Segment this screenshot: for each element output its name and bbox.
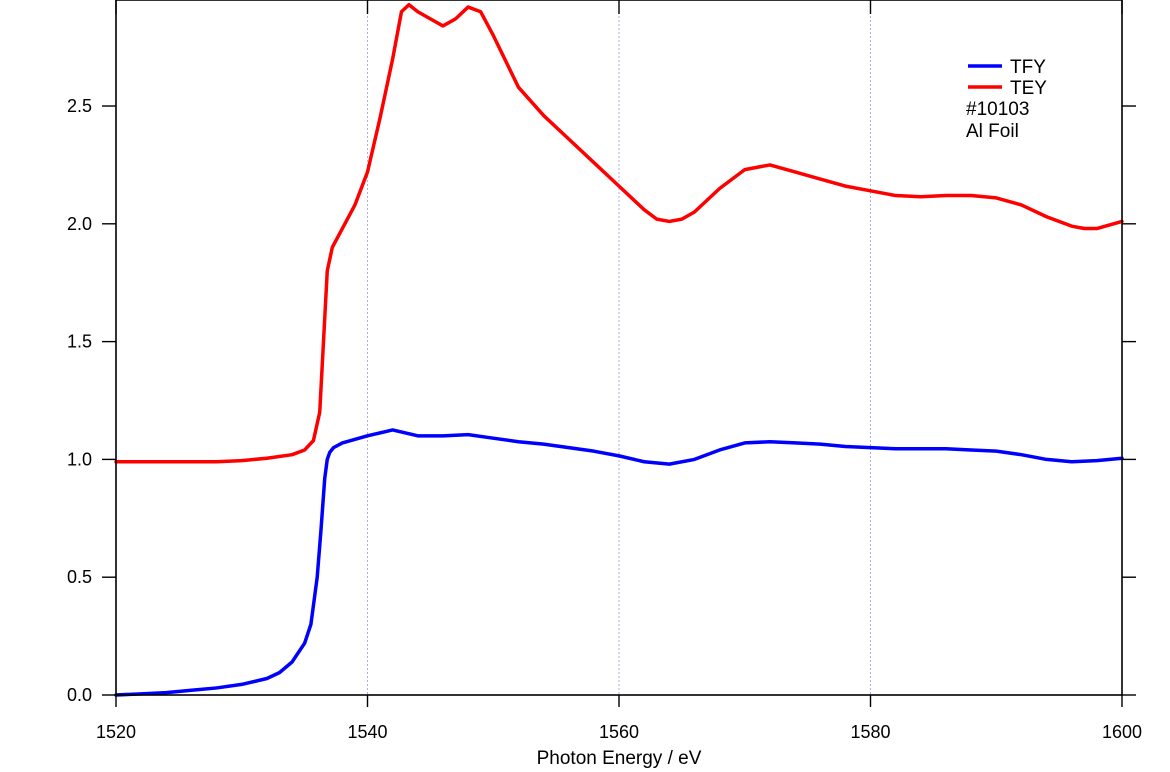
y-tick-label: 2.5 <box>67 96 92 116</box>
series-lines <box>114 2 1124 697</box>
x-tick-label: 1600 <box>1102 722 1142 742</box>
legend: TFY TEY #10103 Al Foil <box>966 57 1047 142</box>
x-tick-label: 1520 <box>96 722 136 742</box>
y-tick-label: 2.0 <box>67 214 92 234</box>
y-tick-label: 0.5 <box>67 567 92 587</box>
x-tick-label: 1580 <box>850 722 890 742</box>
series-line-tfy <box>114 428 1124 697</box>
x-axis-title: Photon Energy / eV <box>537 748 702 769</box>
x-tick-label: 1560 <box>599 722 639 742</box>
axis-ticks <box>102 0 1136 707</box>
y-tick-label: 1.0 <box>67 449 92 469</box>
x-tick-label: 1540 <box>347 722 387 742</box>
y-tick-labels: 0.0 0.5 1.0 1.5 2.0 2.5 <box>67 96 92 705</box>
y-tick-label: 1.5 <box>67 332 92 352</box>
legend-label-tfy: TFY <box>1010 57 1046 78</box>
y-tick-label: 0.0 <box>67 685 92 705</box>
annotation-sample-name: Al Foil <box>966 121 1019 142</box>
annotation-sample-id: #10103 <box>966 99 1029 120</box>
legend-label-tey: TEY <box>1010 78 1047 99</box>
series-line-tey <box>114 2 1124 464</box>
x-tick-labels: 1520 1540 1560 1580 1600 <box>96 722 1142 742</box>
